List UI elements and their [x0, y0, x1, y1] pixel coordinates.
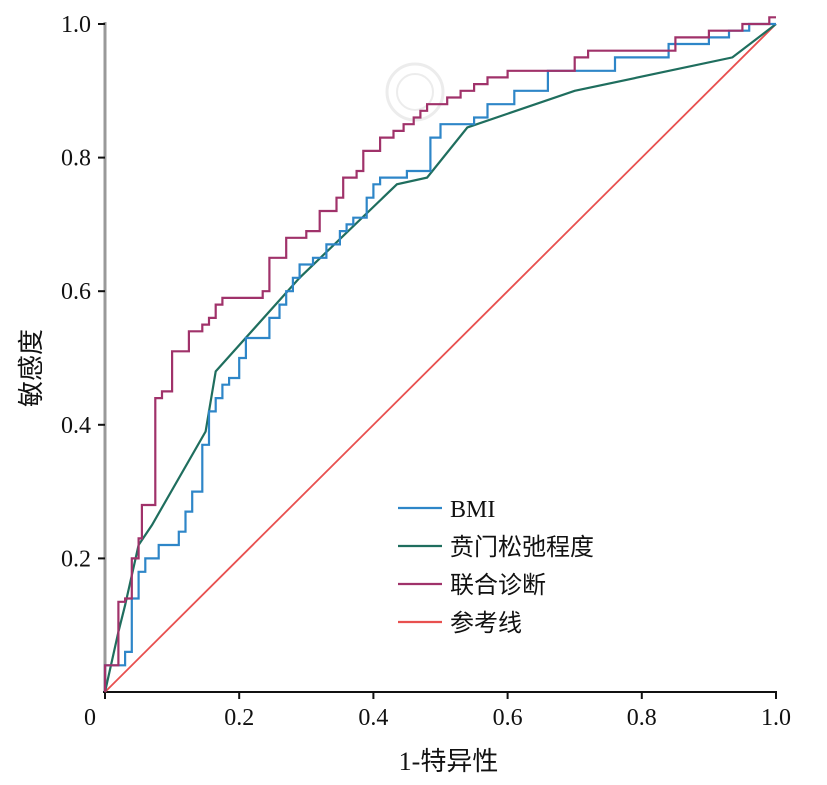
legend-label-2: 联合诊断 — [450, 572, 546, 599]
x-tick-label: 0.6 — [493, 705, 523, 731]
legend-label-0: BMI — [450, 497, 495, 523]
series-lines — [103, 16, 777, 693]
series-line-2 — [103, 16, 776, 692]
series-line-0 — [103, 22, 776, 692]
x-tick-label: 0.2 — [224, 705, 254, 731]
series-line-1 — [103, 23, 777, 693]
y-tick-label: 0.2 — [61, 546, 91, 572]
y-tick-label: 1.0 — [61, 12, 91, 38]
series-line-3 — [104, 23, 777, 693]
x-axis-title: 1-特异性 — [399, 747, 499, 776]
y-tick-label: 0.8 — [61, 146, 91, 172]
axes — [103, 22, 777, 693]
legend-label-1: 贲门松弛程度 — [450, 534, 594, 561]
axis-ticks: 0 0.2 0.4 0.6 0.8 1.0 0.2 0.4 0.6 0.8 1.0 — [61, 12, 791, 731]
y-tick-label: 0.6 — [61, 279, 91, 305]
x-tick-label: 0 — [84, 705, 96, 731]
legend-label-3: 参考线 — [450, 610, 522, 637]
x-tick-label: 1.0 — [761, 705, 791, 731]
axis-labels: 1-特异性 敏感度 — [17, 329, 498, 776]
x-tick-label: 0.8 — [627, 705, 657, 731]
y-axis-title: 敏感度 — [17, 329, 46, 407]
x-tick-label: 0.4 — [358, 705, 388, 731]
watermark-logo — [385, 62, 445, 122]
y-tick-label: 0.4 — [61, 413, 91, 439]
